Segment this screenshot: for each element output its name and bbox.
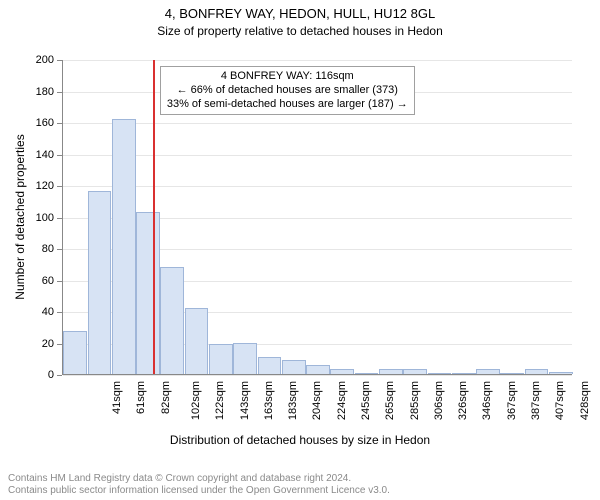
gridline-h (63, 123, 572, 124)
ytick-label: 40 (0, 306, 54, 318)
reference-line (153, 60, 155, 374)
gridline-h (63, 375, 572, 376)
watermark-line-2: Contains public sector information licen… (8, 485, 592, 497)
ytick-mark (57, 281, 62, 282)
ytick-mark (57, 218, 62, 219)
reference-annotation-box: 4 BONFREY WAY: 116sqm ← 66% of detached … (160, 66, 415, 115)
xtick-label: 245sqm (360, 381, 372, 420)
ytick-mark (57, 60, 62, 61)
histogram-bar (428, 373, 452, 374)
ytick-mark (57, 92, 62, 93)
gridline-h (63, 155, 572, 156)
ytick-mark (57, 155, 62, 156)
ytick-label: 160 (0, 117, 54, 129)
xtick-label: 102sqm (190, 381, 202, 420)
histogram-bar (379, 369, 403, 374)
xtick-label: 122sqm (214, 381, 226, 420)
histogram-bar (330, 369, 354, 374)
histogram-bar (209, 344, 233, 374)
ytick-label: 180 (0, 86, 54, 98)
watermark-line-1: Contains HM Land Registry data © Crown c… (8, 473, 592, 485)
xtick-label: 163sqm (263, 381, 275, 420)
xtick-label: 143sqm (239, 381, 251, 420)
histogram-bar (282, 360, 306, 374)
ytick-label: 80 (0, 243, 54, 255)
xtick-label: 387sqm (530, 381, 542, 420)
histogram-bar (112, 119, 136, 374)
x-axis-label: Distribution of detached houses by size … (0, 433, 600, 447)
histogram-bar (160, 267, 184, 374)
gridline-h (63, 186, 572, 187)
chart-subtitle: Size of property relative to detached ho… (0, 24, 600, 38)
xtick-label: 41sqm (111, 381, 123, 414)
histogram-bar (233, 343, 257, 375)
ytick-mark (57, 344, 62, 345)
histogram-bar (185, 308, 209, 374)
annotation-line-1: 4 BONFREY WAY: 116sqm (167, 70, 408, 84)
xtick-label: 204sqm (312, 381, 324, 420)
xtick-label: 224sqm (336, 381, 348, 420)
ytick-label: 120 (0, 180, 54, 192)
ytick-mark (57, 375, 62, 376)
xtick-label: 367sqm (506, 381, 518, 420)
ytick-mark (57, 312, 62, 313)
xtick-label: 285sqm (409, 381, 421, 420)
ytick-label: 140 (0, 149, 54, 161)
xtick-label: 346sqm (482, 381, 494, 420)
ytick-label: 0 (0, 369, 54, 381)
ytick-mark (57, 186, 62, 187)
xtick-label: 82sqm (160, 381, 172, 414)
ytick-label: 60 (0, 275, 54, 287)
ytick-mark (57, 249, 62, 250)
xtick-label: 407sqm (554, 381, 566, 420)
ytick-mark (57, 123, 62, 124)
xtick-label: 265sqm (384, 381, 396, 420)
xtick-label: 61sqm (135, 381, 147, 414)
gridline-h (63, 60, 572, 61)
histogram-bar (355, 373, 379, 374)
histogram-bar (452, 373, 476, 374)
ytick-label: 200 (0, 54, 54, 66)
histogram-bar (525, 369, 549, 374)
xtick-label: 306sqm (433, 381, 445, 420)
xtick-label: 428sqm (579, 381, 591, 420)
chart-title: 4, BONFREY WAY, HEDON, HULL, HU12 8GL (0, 6, 600, 21)
annotation-line-2: ← 66% of detached houses are smaller (37… (167, 84, 408, 98)
histogram-bar (88, 191, 112, 374)
histogram-bar (500, 373, 524, 374)
xtick-label: 326sqm (457, 381, 469, 420)
histogram-bar (403, 369, 427, 374)
ytick-label: 100 (0, 212, 54, 224)
histogram-bar (258, 357, 282, 374)
histogram-bar (476, 369, 500, 374)
histogram-bar (136, 212, 160, 374)
xtick-label: 183sqm (287, 381, 299, 420)
histogram-bar (549, 372, 573, 374)
annotation-line-3: 33% of semi-detached houses are larger (… (167, 98, 408, 112)
histogram-bar (63, 331, 87, 374)
watermark-text: Contains HM Land Registry data © Crown c… (8, 473, 592, 496)
histogram-bar (306, 365, 330, 374)
ytick-label: 20 (0, 338, 54, 350)
